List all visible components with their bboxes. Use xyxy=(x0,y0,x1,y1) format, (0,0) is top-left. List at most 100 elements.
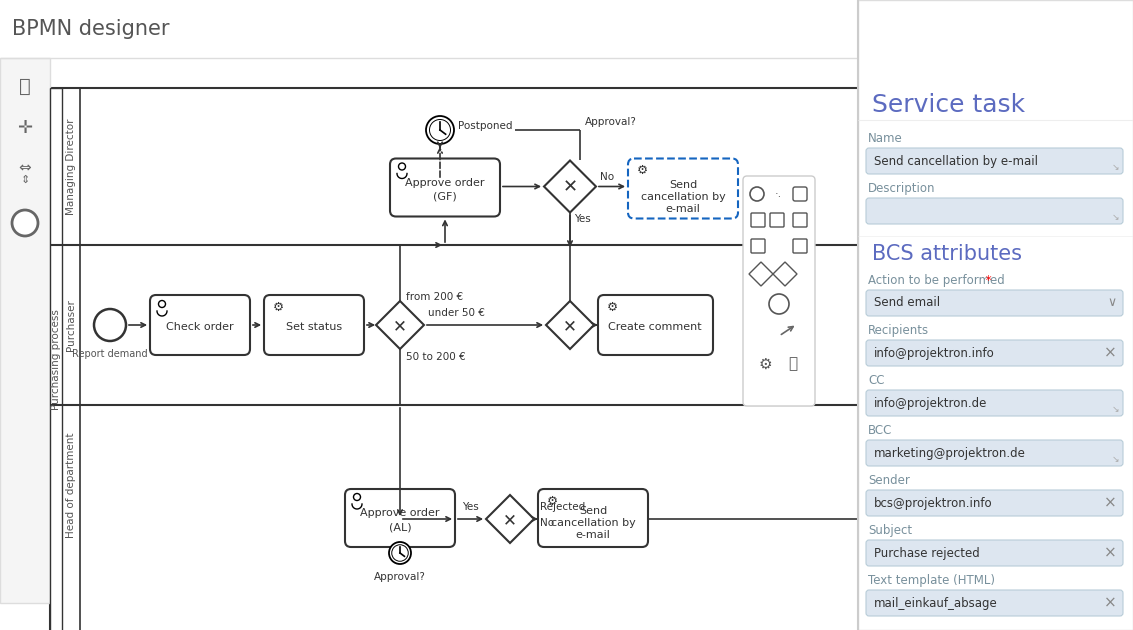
Text: ⇔: ⇔ xyxy=(18,161,32,176)
Text: Purchaser: Purchaser xyxy=(66,299,76,351)
Text: ✕: ✕ xyxy=(393,317,407,335)
Text: ⚙: ⚙ xyxy=(546,495,557,508)
Text: Approval?: Approval? xyxy=(374,572,426,582)
FancyBboxPatch shape xyxy=(866,290,1123,316)
Text: ⚙: ⚙ xyxy=(606,301,617,314)
Text: (AL): (AL) xyxy=(389,522,411,532)
Circle shape xyxy=(353,493,360,500)
Circle shape xyxy=(429,120,451,140)
Text: ×: × xyxy=(1104,19,1123,39)
Text: Yes: Yes xyxy=(574,214,590,224)
Bar xyxy=(858,0,1133,630)
Text: ⚙: ⚙ xyxy=(758,357,772,372)
Polygon shape xyxy=(773,262,796,286)
Text: Recipients: Recipients xyxy=(868,324,929,337)
FancyBboxPatch shape xyxy=(751,239,765,253)
Text: Rejected: Rejected xyxy=(540,502,586,512)
Polygon shape xyxy=(486,495,534,543)
Text: Send cancellation by e-mail: Send cancellation by e-mail xyxy=(874,154,1038,168)
FancyBboxPatch shape xyxy=(743,176,815,406)
Text: info@projektron.de: info@projektron.de xyxy=(874,396,987,410)
Circle shape xyxy=(769,294,789,314)
FancyBboxPatch shape xyxy=(866,540,1123,566)
Text: BCC: BCC xyxy=(868,424,893,437)
FancyBboxPatch shape xyxy=(866,590,1123,616)
Text: 🗑: 🗑 xyxy=(789,357,798,372)
Text: ∨: ∨ xyxy=(1108,297,1117,309)
Text: Service task: Service task xyxy=(872,93,1025,117)
FancyBboxPatch shape xyxy=(793,213,807,227)
Text: ×: × xyxy=(1105,345,1117,360)
Polygon shape xyxy=(544,161,596,212)
Text: Check order: Check order xyxy=(167,322,233,332)
Text: ✕: ✕ xyxy=(562,178,578,197)
Text: Approval?: Approval? xyxy=(585,117,637,127)
Text: CC: CC xyxy=(868,374,885,387)
Text: ×: × xyxy=(1105,546,1117,561)
FancyBboxPatch shape xyxy=(628,159,738,219)
Text: cancellation by: cancellation by xyxy=(551,518,636,528)
Text: under 50 €: under 50 € xyxy=(428,308,485,318)
Text: ×: × xyxy=(1105,496,1117,510)
Text: (GF): (GF) xyxy=(433,192,457,202)
Text: Set status: Set status xyxy=(286,322,342,332)
Circle shape xyxy=(94,309,126,341)
Text: Text template (HTML): Text template (HTML) xyxy=(868,574,995,587)
Circle shape xyxy=(750,187,764,201)
FancyBboxPatch shape xyxy=(390,159,500,217)
Text: ·.: ·. xyxy=(774,189,782,199)
Polygon shape xyxy=(376,301,424,349)
Text: marketing@projektron.de: marketing@projektron.de xyxy=(874,447,1025,459)
Circle shape xyxy=(426,116,454,144)
Text: Send: Send xyxy=(579,506,607,516)
FancyBboxPatch shape xyxy=(346,489,455,547)
Bar xyxy=(0,58,50,603)
Text: Purchasing process: Purchasing process xyxy=(51,309,61,410)
Circle shape xyxy=(389,542,411,564)
Polygon shape xyxy=(749,262,773,286)
Text: Approve order: Approve order xyxy=(360,508,440,518)
Text: ↘: ↘ xyxy=(1111,455,1119,464)
FancyBboxPatch shape xyxy=(793,239,807,253)
Text: BPMN designer: BPMN designer xyxy=(12,19,170,39)
Text: Description: Description xyxy=(868,182,936,195)
Text: ↘: ↘ xyxy=(1111,213,1119,222)
Text: ✕: ✕ xyxy=(563,317,577,335)
Text: bcs@projektron.info: bcs@projektron.info xyxy=(874,496,993,510)
Polygon shape xyxy=(546,301,594,349)
Text: Send: Send xyxy=(668,180,697,190)
Circle shape xyxy=(159,301,165,307)
FancyBboxPatch shape xyxy=(538,489,648,547)
Bar xyxy=(50,88,860,630)
Text: Managing Director: Managing Director xyxy=(66,118,76,215)
Text: ✕: ✕ xyxy=(503,511,517,529)
Text: info@projektron.info: info@projektron.info xyxy=(874,346,995,360)
Text: Action to be performed: Action to be performed xyxy=(868,274,1005,287)
FancyBboxPatch shape xyxy=(866,440,1123,466)
Text: Postponed: Postponed xyxy=(458,121,512,131)
Text: 50 to 200 €: 50 to 200 € xyxy=(406,352,466,362)
FancyBboxPatch shape xyxy=(751,213,765,227)
Circle shape xyxy=(399,163,406,170)
Text: Sender: Sender xyxy=(868,474,910,487)
FancyBboxPatch shape xyxy=(264,295,364,355)
Text: Subject: Subject xyxy=(868,524,912,537)
FancyBboxPatch shape xyxy=(866,490,1123,516)
Text: No: No xyxy=(600,171,614,181)
FancyBboxPatch shape xyxy=(866,198,1123,224)
Text: ↘: ↘ xyxy=(1111,163,1119,172)
FancyBboxPatch shape xyxy=(866,148,1123,174)
Text: No: No xyxy=(540,518,554,528)
Bar xyxy=(50,88,62,630)
Text: Create comment: Create comment xyxy=(608,322,701,332)
Text: cancellation by: cancellation by xyxy=(640,192,725,202)
Text: Yes: Yes xyxy=(461,502,478,512)
Bar xyxy=(0,0,1133,58)
FancyBboxPatch shape xyxy=(944,13,1034,47)
Text: Report demand: Report demand xyxy=(73,349,147,359)
FancyBboxPatch shape xyxy=(150,295,250,355)
Text: ✛: ✛ xyxy=(17,119,33,137)
Text: Send email: Send email xyxy=(874,297,940,309)
Text: ⚙: ⚙ xyxy=(637,164,648,177)
Circle shape xyxy=(392,545,408,561)
